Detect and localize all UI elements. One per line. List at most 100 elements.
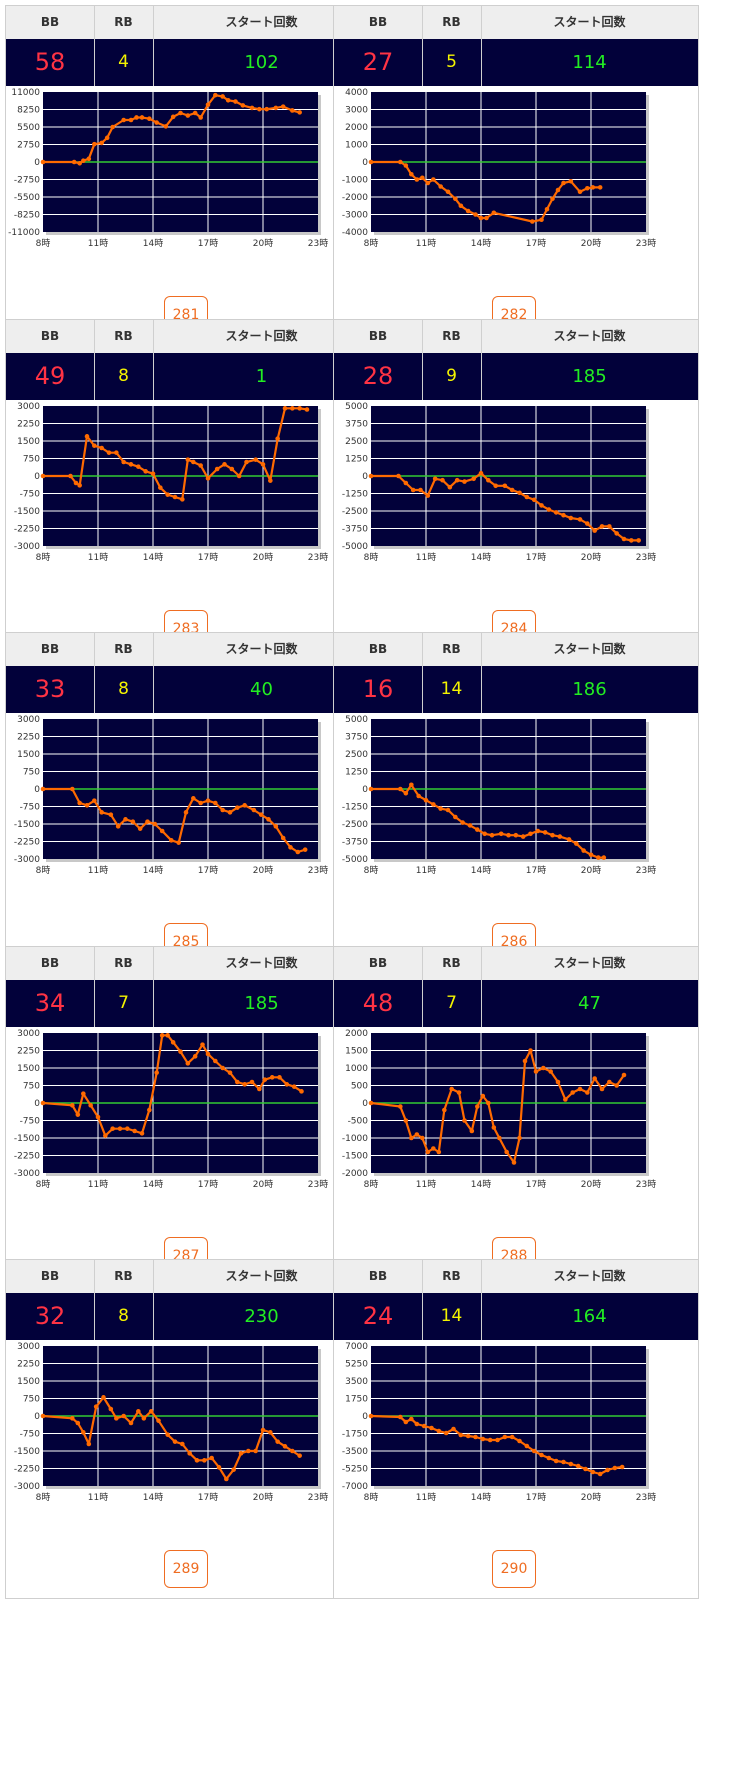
data-point	[467, 823, 473, 828]
column-divider	[94, 6, 95, 86]
x-tick-label: 23時	[308, 865, 328, 876]
data-point	[431, 177, 436, 182]
x-tick-label: 11時	[88, 865, 108, 876]
machine-number-button[interactable]: 289	[164, 1550, 208, 1588]
data-point	[478, 470, 484, 476]
data-point	[553, 1458, 559, 1464]
data-point	[550, 832, 555, 838]
y-tick-label: 2500	[345, 750, 368, 760]
table-header: BB RB スタート回数	[334, 947, 698, 980]
start-count-header: スタート回数	[225, 956, 298, 970]
machine-card: BB RB スタート回数 33 8 40 8時 11時 14時 17時 20時 23時 3000 2250…	[5, 632, 371, 972]
values-row: 34 7 185	[6, 980, 370, 1027]
data-point	[172, 494, 178, 500]
data-point	[445, 189, 451, 195]
data-point	[539, 1452, 544, 1458]
table-header: BB RB スタート回数	[6, 6, 370, 39]
data-point	[601, 855, 607, 860]
x-tick-label: 17時	[526, 865, 546, 876]
column-divider	[94, 320, 95, 400]
x-tick-label: 20時	[581, 1179, 601, 1190]
y-tick-label: 5500	[17, 123, 40, 133]
data-point	[597, 1471, 603, 1477]
y-tick-label: 0	[34, 1099, 40, 1109]
bb-count: 48	[362, 989, 394, 1017]
x-tick-label: 17時	[198, 1492, 218, 1503]
data-point	[128, 1420, 134, 1426]
y-tick-label: 2250	[17, 733, 40, 743]
data-point	[121, 117, 126, 123]
data-point	[561, 512, 566, 518]
data-point	[469, 1128, 475, 1134]
x-tick-label: 14時	[143, 1492, 163, 1503]
x-tick-label: 23時	[308, 1492, 328, 1503]
data-point	[561, 1459, 566, 1465]
column-divider	[481, 6, 482, 86]
data-point	[110, 1126, 115, 1131]
data-point	[114, 1416, 119, 1421]
data-point	[421, 1423, 427, 1429]
data-point	[614, 1083, 619, 1088]
start-count-header: スタート回数	[225, 642, 298, 656]
values-row: 58 4 102	[6, 39, 370, 86]
values-row: 24 14 164	[334, 1293, 698, 1340]
data-point	[513, 832, 519, 838]
profit-line-chart: 8時 11時 14時 17時 20時 23時 5000 3750 2500 1250 0 -1250 -…	[342, 402, 656, 563]
rb-count: 8	[118, 366, 129, 386]
start-count-header: スタート回数	[225, 329, 298, 343]
data-point	[108, 812, 114, 817]
data-point	[473, 1434, 478, 1440]
data-point	[172, 1439, 178, 1444]
y-tick-label: -2250	[14, 838, 40, 848]
data-point	[458, 1432, 464, 1438]
y-tick-label: -8250	[14, 211, 40, 221]
data-point	[266, 817, 271, 822]
data-point	[191, 796, 196, 801]
data-point	[156, 1418, 161, 1423]
data-point	[302, 847, 308, 852]
data-point	[429, 1425, 434, 1431]
table-header: BB RB スタート回数	[334, 320, 698, 353]
bb-count: 27	[362, 48, 394, 76]
rb-count: 5	[446, 52, 457, 72]
bb-count: 49	[34, 362, 66, 390]
x-tick-label: 8時	[364, 552, 379, 563]
data-point	[139, 115, 145, 120]
machine-number-button[interactable]: 290	[492, 1550, 536, 1588]
x-tick-label: 14時	[471, 865, 491, 876]
data-point	[222, 462, 227, 467]
column-divider	[422, 633, 423, 713]
y-tick-label: 3750	[345, 420, 368, 430]
x-tick-label: 20時	[253, 238, 273, 249]
y-tick-label: 1500	[345, 1047, 368, 1057]
data-point	[592, 528, 597, 533]
data-point	[139, 1131, 145, 1136]
data-point	[253, 457, 258, 462]
y-tick-label: 3000	[17, 715, 40, 725]
y-tick-label: -3000	[14, 542, 40, 552]
table-header: BB RB スタート回数	[6, 1260, 370, 1293]
data-point	[577, 1086, 583, 1092]
y-tick-label: -3750	[342, 525, 368, 535]
data-point	[398, 1414, 403, 1420]
y-tick-label: 0	[34, 472, 40, 482]
data-point	[425, 1149, 431, 1155]
bb-header: BB	[368, 1269, 388, 1283]
data-point	[71, 159, 77, 165]
data-point	[205, 476, 211, 481]
column-divider	[422, 320, 423, 400]
data-point	[214, 466, 220, 472]
data-point	[599, 524, 605, 529]
start-count-header: スタート回数	[553, 642, 626, 656]
data-point	[70, 1103, 75, 1108]
values-row: 48 7 47	[334, 980, 698, 1027]
data-point	[480, 1093, 486, 1099]
data-point	[136, 1409, 141, 1414]
data-point	[242, 1082, 247, 1087]
data-point	[619, 1464, 625, 1470]
data-point	[290, 1448, 295, 1454]
y-tick-label: 2000	[345, 1029, 368, 1039]
data-point	[170, 114, 176, 120]
data-point	[163, 124, 169, 129]
data-point	[539, 503, 544, 508]
